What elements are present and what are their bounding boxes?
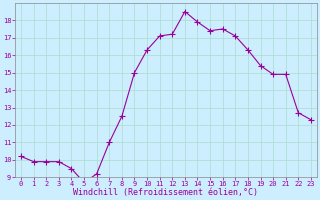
X-axis label: Windchill (Refroidissement éolien,°C): Windchill (Refroidissement éolien,°C) bbox=[74, 188, 259, 197]
